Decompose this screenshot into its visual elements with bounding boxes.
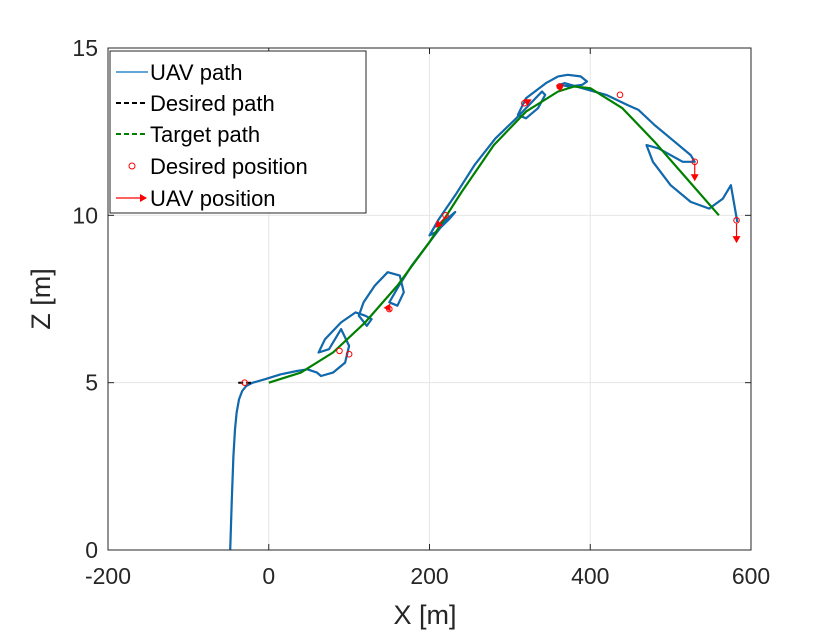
legend-entry: UAV position: [116, 186, 276, 211]
desired-position-marker: [336, 347, 343, 355]
data-series: [229, 73, 741, 551]
legend-label: Desired position: [150, 154, 308, 179]
y-axis-label: Z [m]: [26, 268, 56, 330]
desired-position-marker: [345, 350, 353, 358]
legend-entry: Desired position: [128, 154, 308, 179]
y-tick-label: 10: [72, 202, 98, 228]
x-axis-label: X [m]: [393, 600, 456, 630]
legend-label: Target path: [150, 122, 260, 147]
y-tick-label: 0: [85, 537, 98, 563]
legend-swatch-marker: [128, 162, 136, 170]
uav-position-arrow: [435, 214, 448, 228]
legend-box: [109, 50, 367, 214]
uav-position-arrow: [383, 303, 391, 312]
desired-position-marker: [733, 217, 740, 224]
legend-entry: Desired path: [116, 91, 275, 116]
desired-position-marker: [442, 212, 449, 219]
x-tick-label: 600: [732, 563, 770, 589]
target-path-line: [268, 85, 720, 384]
y-tick-label: 15: [72, 35, 98, 61]
x-tick-label: 400: [571, 563, 609, 589]
desired-position-marker: [616, 91, 624, 99]
x-tick-label: -200: [85, 563, 131, 589]
y-tick-label: 5: [85, 370, 98, 396]
legend: UAV path Desired path Target path Desired p…: [109, 50, 367, 214]
desired-position-marker: [241, 379, 248, 386]
legend-label: UAV path: [150, 60, 243, 85]
legend-label: Desired path: [150, 91, 275, 116]
legend-entry: UAV path: [116, 60, 243, 85]
legend-label: UAV position: [150, 186, 276, 211]
x-tick-label: 0: [262, 563, 275, 589]
x-tick-label: 200: [410, 563, 448, 589]
legend-entry: Target path: [116, 122, 260, 147]
uav-position-arrow: [523, 99, 532, 107]
uav-position-arrow: [555, 84, 564, 92]
